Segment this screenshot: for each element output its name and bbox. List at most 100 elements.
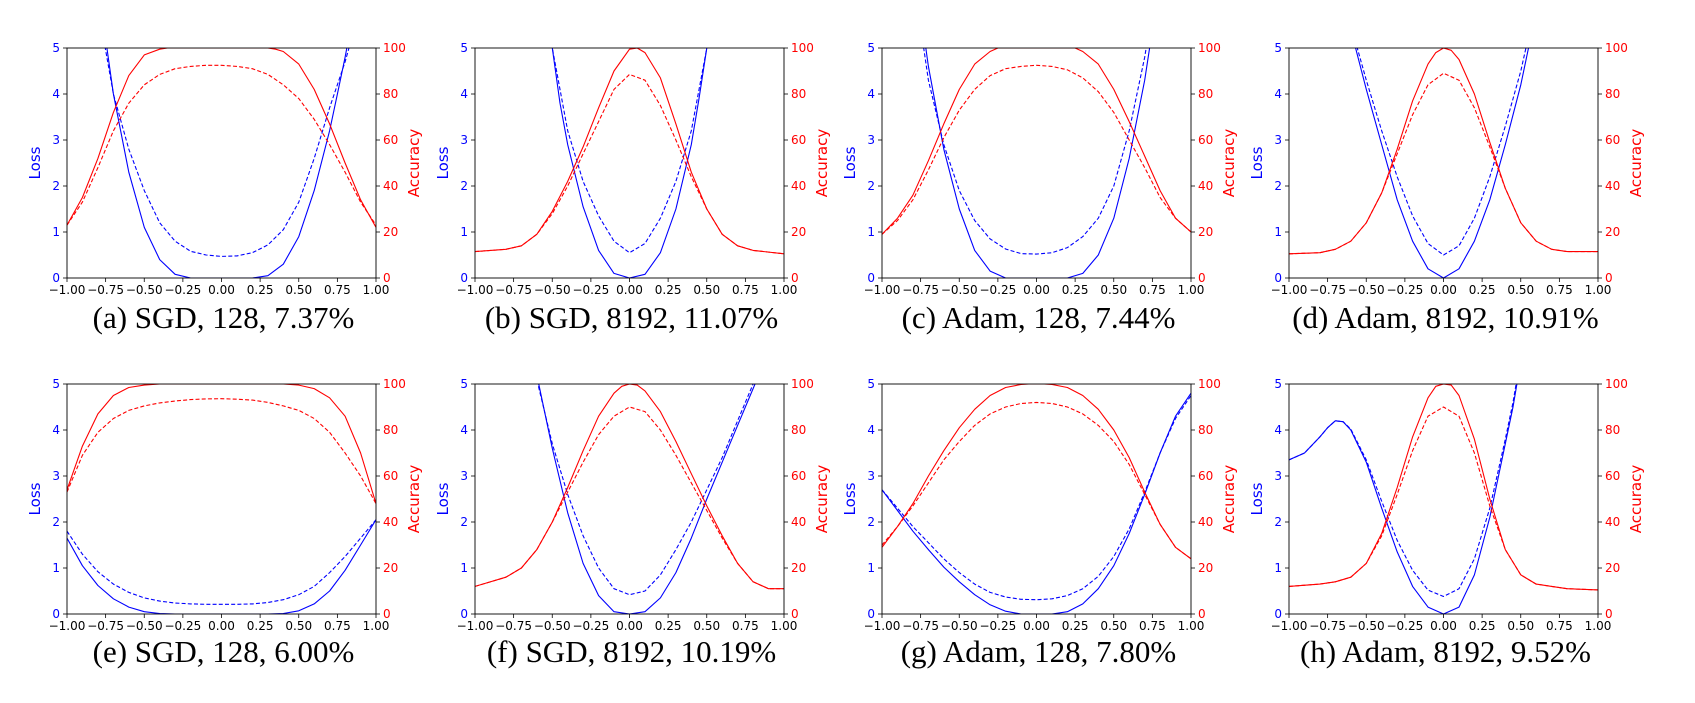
- loss-tick-label: 2: [867, 515, 875, 529]
- subplot-7: −1.00 −0.75 −0.50 −0.25 0.00 0.25 0.50 0.75 1.00…: [841, 377, 1238, 669]
- x-tick-label: 0.75: [1546, 619, 1573, 633]
- loss-tick-label: 1: [1274, 561, 1282, 575]
- x-tick-label: −0.25: [1386, 619, 1423, 633]
- x-tick-label: −1.00: [1271, 619, 1308, 633]
- loss-axis-label: Loss: [26, 146, 44, 179]
- accuracy-tick-label: 60: [383, 133, 398, 147]
- x-tick-label: −1.00: [49, 619, 86, 633]
- loss-tick-label: 4: [1274, 87, 1282, 101]
- loss-tick-label: 1: [867, 225, 875, 239]
- accuracy-tick-label: 0: [1605, 271, 1613, 285]
- loss-tick-label: 5: [52, 377, 60, 391]
- accuracy-tick-label: 100: [1605, 377, 1628, 391]
- subplot-6: −1.00 −0.75 −0.50 −0.25 0.00 0.25 0.50 0.75 1.00…: [434, 377, 831, 669]
- accuracy-tick-label: 40: [791, 179, 806, 193]
- subplot-5: −1.00 −0.75 −0.50 −0.25 0.00 0.25 0.50 0.75 1.00…: [26, 377, 423, 669]
- subplot-caption: (e) SGD, 128, 6.00%: [93, 634, 355, 669]
- loss-tick-label: 5: [52, 41, 60, 55]
- accuracy-tick-label: 60: [383, 469, 398, 483]
- x-tick-label: −0.25: [979, 619, 1016, 633]
- x-tick-label: 0.50: [1100, 619, 1127, 633]
- loss-line-dashed: [882, 395, 1191, 601]
- x-tick-label: −0.75: [87, 619, 124, 633]
- loss-tick-label: 3: [867, 133, 875, 147]
- loss-line-solid: [882, 392, 1191, 614]
- x-tick-label: −1.00: [864, 619, 901, 633]
- x-tick-label: 1.00: [1178, 283, 1205, 297]
- x-tick-label: 0.25: [1062, 619, 1089, 633]
- accuracy-tick-label: 100: [1198, 41, 1221, 55]
- x-tick-label: 0.75: [732, 283, 759, 297]
- loss-tick-label: 0: [52, 607, 60, 621]
- accuracy-tick-label: 100: [383, 377, 406, 391]
- series-group: [882, 384, 1191, 614]
- x-tick-label: 1.00: [771, 619, 798, 633]
- x-tick-label: −0.25: [1386, 283, 1423, 297]
- loss-axis-label: Loss: [434, 482, 452, 515]
- x-tick-label: 0.50: [1100, 283, 1127, 297]
- accuracy-line-dashed: [67, 398, 376, 504]
- accuracy-line-solid: [1289, 48, 1598, 255]
- x-tick-label: 0.25: [655, 619, 682, 633]
- subplot-caption: (f) SGD, 8192, 10.19%: [487, 634, 776, 669]
- loss-line-solid: [925, 48, 1151, 278]
- loss-line-solid: [551, 48, 708, 278]
- x-tick-label: −1.00: [1271, 283, 1308, 297]
- plot-frame: [881, 383, 1192, 615]
- accuracy-tick-label: 0: [791, 271, 799, 285]
- x-tick-label: 0.00: [208, 619, 235, 633]
- loss-line-dashed: [1356, 48, 1527, 256]
- accuracy-axis-label: Accuracy: [1627, 129, 1645, 198]
- loss-line-dashed: [537, 384, 754, 596]
- x-tick-label: −0.50: [1348, 619, 1385, 633]
- loss-line-solid: [538, 384, 756, 614]
- x-tick-label: −1.00: [49, 283, 86, 297]
- accuracy-tick-label: 20: [383, 561, 398, 575]
- loss-tick-label: 4: [52, 87, 60, 101]
- x-tick-label: 1.00: [363, 283, 390, 297]
- plot-frame: [1288, 383, 1599, 615]
- x-tick-label: 0.25: [1469, 619, 1496, 633]
- x-tick-label: 0.75: [324, 619, 351, 633]
- accuracy-tick-label: 40: [383, 179, 398, 193]
- accuracy-tick-label: 40: [1198, 515, 1213, 529]
- loss-tick-label: 3: [867, 469, 875, 483]
- plot-frame: [1288, 47, 1599, 279]
- accuracy-tick-label: 80: [791, 423, 806, 437]
- accuracy-tick-label: 40: [791, 515, 806, 529]
- accuracy-tick-label: 40: [383, 515, 398, 529]
- loss-tick-label: 0: [1274, 607, 1282, 621]
- x-tick-label: −0.50: [1348, 283, 1385, 297]
- x-tick-label: −0.75: [902, 619, 939, 633]
- x-tick-label: 1.00: [1178, 619, 1205, 633]
- accuracy-axis-label: Accuracy: [405, 465, 423, 534]
- x-tick-label: 0.25: [655, 283, 682, 297]
- accuracy-tick-label: 80: [1198, 87, 1213, 101]
- accuracy-tick-label: 20: [383, 225, 398, 239]
- accuracy-tick-label: 20: [1198, 561, 1213, 575]
- accuracy-line-dashed: [882, 401, 1191, 560]
- subplot-caption: (a) SGD, 128, 7.37%: [93, 300, 355, 335]
- x-tick-label: −1.00: [457, 283, 494, 297]
- accuracy-tick-label: 20: [791, 561, 806, 575]
- loss-tick-label: 2: [460, 179, 468, 193]
- loss-tick-label: 4: [1274, 423, 1282, 437]
- loss-tick-label: 1: [52, 225, 60, 239]
- series-group: [67, 48, 376, 278]
- x-tick-label: 0.00: [1430, 619, 1457, 633]
- accuracy-tick-label: 0: [1198, 607, 1206, 621]
- x-tick-label: 0.00: [1023, 619, 1050, 633]
- x-tick-label: −0.75: [87, 283, 124, 297]
- loss-tick-label: 4: [52, 423, 60, 437]
- loss-tick-label: 5: [867, 377, 875, 391]
- x-tick-label: 0.50: [1507, 283, 1534, 297]
- subplot-caption: (d) Adam, 8192, 10.91%: [1292, 300, 1599, 335]
- loss-line-dashed: [1289, 384, 1517, 598]
- accuracy-tick-label: 80: [791, 87, 806, 101]
- x-tick-label: −0.75: [495, 283, 532, 297]
- subplot-caption: (g) Adam, 128, 7.80%: [901, 634, 1177, 669]
- loss-tick-label: 0: [867, 607, 875, 621]
- loss-tick-label: 1: [52, 561, 60, 575]
- accuracy-tick-label: 60: [1605, 469, 1620, 483]
- loss-axis-label: Loss: [841, 482, 859, 515]
